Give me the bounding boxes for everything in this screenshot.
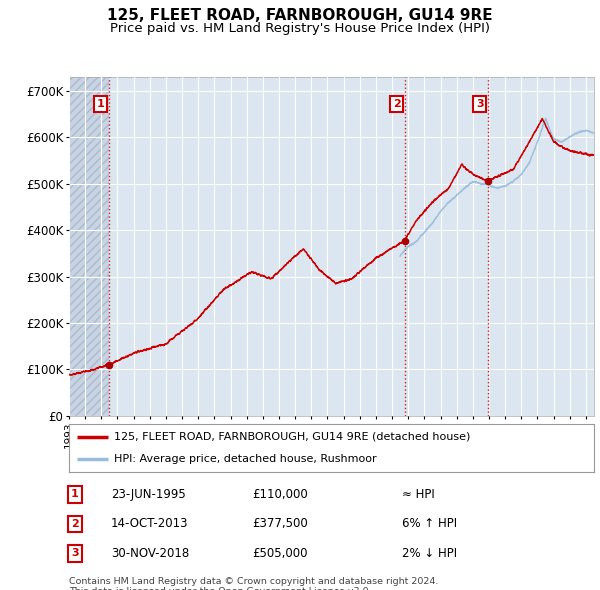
Text: 1: 1 — [97, 99, 104, 109]
Text: 30-NOV-2018: 30-NOV-2018 — [111, 547, 189, 560]
Text: 23-JUN-1995: 23-JUN-1995 — [111, 488, 186, 501]
Text: 3: 3 — [476, 99, 484, 109]
Text: 125, FLEET ROAD, FARNBOROUGH, GU14 9RE (detached house): 125, FLEET ROAD, FARNBOROUGH, GU14 9RE (… — [113, 432, 470, 442]
Text: £110,000: £110,000 — [252, 488, 308, 501]
Text: 6% ↑ HPI: 6% ↑ HPI — [402, 517, 457, 530]
Text: Price paid vs. HM Land Registry's House Price Index (HPI): Price paid vs. HM Land Registry's House … — [110, 22, 490, 35]
Text: 2: 2 — [71, 519, 79, 529]
Text: 2% ↓ HPI: 2% ↓ HPI — [402, 547, 457, 560]
Text: HPI: Average price, detached house, Rushmoor: HPI: Average price, detached house, Rush… — [113, 454, 376, 464]
Text: 3: 3 — [71, 549, 79, 558]
Text: 2: 2 — [393, 99, 400, 109]
Text: ≈ HPI: ≈ HPI — [402, 488, 435, 501]
Text: £377,500: £377,500 — [252, 517, 308, 530]
Text: 1: 1 — [71, 490, 79, 499]
Text: Contains HM Land Registry data © Crown copyright and database right 2024.
This d: Contains HM Land Registry data © Crown c… — [69, 577, 439, 590]
Text: 14-OCT-2013: 14-OCT-2013 — [111, 517, 188, 530]
Text: £505,000: £505,000 — [252, 547, 308, 560]
Bar — [69, 77, 109, 416]
Text: 125, FLEET ROAD, FARNBOROUGH, GU14 9RE: 125, FLEET ROAD, FARNBOROUGH, GU14 9RE — [107, 8, 493, 23]
